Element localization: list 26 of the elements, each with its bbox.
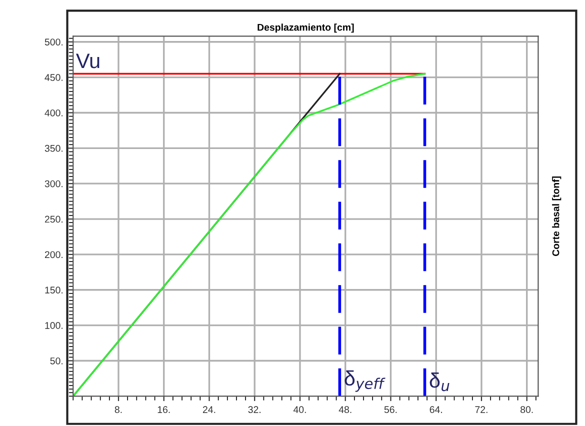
x-tick-label: 64. <box>430 406 442 414</box>
x-tick-label: 24. <box>202 406 216 413</box>
x-tick-label: 32. <box>248 406 260 414</box>
x-tick-label: 40. <box>293 406 306 414</box>
y-tick-label: 350. <box>44 144 63 152</box>
y-tick-label: 200. <box>44 251 63 258</box>
annotation: Vu <box>76 54 100 68</box>
x-tick-label: 80. <box>520 406 533 414</box>
y-tick-label: 250. <box>44 216 63 223</box>
annotation: δ$_{u}$ <box>430 372 450 392</box>
x-axis-title: Desplazamiento [cm] <box>258 24 354 33</box>
x-tick-label: 72. <box>475 406 488 413</box>
line-series <box>73 72 426 396</box>
annotation: δ$_{yeff}$ <box>344 370 386 392</box>
y-tick-label: 100. <box>45 322 63 329</box>
y-tick-label: 300. <box>44 180 63 188</box>
x-tick-label: 48. <box>338 406 352 414</box>
y-tick-label: 50. <box>50 357 63 364</box>
y-axis-title: Corte basal [tonf] <box>552 176 562 256</box>
y-tick-label: 450. <box>44 74 63 81</box>
y-tick-label: 400. <box>44 109 63 116</box>
x-tick-label: 16. <box>158 406 170 414</box>
y-tick-label: 150. <box>45 286 63 294</box>
x-tick-label: 56. <box>384 406 397 414</box>
x-tick-label: 8. <box>114 406 122 414</box>
y-tick-label: 500. <box>44 38 63 46</box>
